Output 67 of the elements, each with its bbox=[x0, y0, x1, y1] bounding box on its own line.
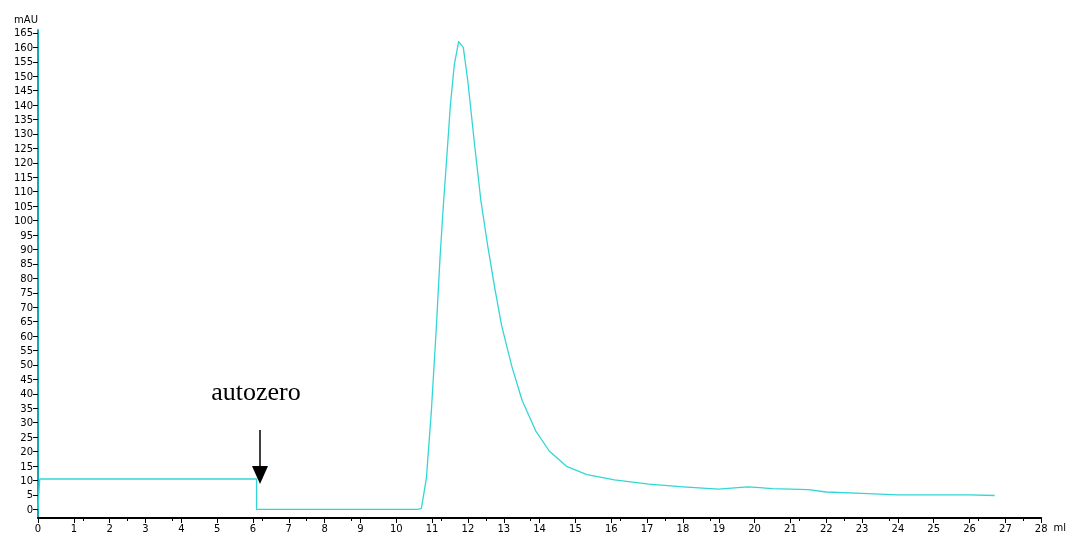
y-tick-label: 25 bbox=[20, 431, 33, 443]
y-tick-label: 60 bbox=[20, 330, 33, 342]
y-tick-label: 165 bbox=[13, 27, 33, 39]
x-tick-label: 5 bbox=[213, 522, 221, 534]
x-tick-label: 28 bbox=[1034, 522, 1048, 534]
y-tick-label: 75 bbox=[20, 287, 33, 299]
y-tick-label: 35 bbox=[20, 402, 33, 414]
y-tick-label: 50 bbox=[20, 359, 33, 371]
x-tick-label: 24 bbox=[891, 522, 905, 534]
x-tick-label: 2 bbox=[106, 522, 113, 534]
y-tick-label: 5 bbox=[26, 489, 33, 501]
y-tick-label: 160 bbox=[13, 41, 33, 53]
y-tick-label: 105 bbox=[13, 200, 33, 212]
y-tick-label: 70 bbox=[20, 301, 33, 313]
y-tick-label: 100 bbox=[13, 215, 33, 227]
y-tick-label: 125 bbox=[13, 142, 33, 154]
x-tick-label: 16 bbox=[604, 522, 618, 534]
line-series bbox=[37, 40, 996, 510]
x-tick-label: 18 bbox=[676, 522, 690, 534]
y-tick-label: 55 bbox=[20, 345, 33, 357]
x-tick-label: 10 bbox=[389, 522, 403, 534]
y-tick-label: 10 bbox=[20, 474, 33, 486]
y-tick-label: 90 bbox=[20, 243, 33, 255]
x-axis-title: ml bbox=[1053, 521, 1067, 533]
x-tick-label: 17 bbox=[640, 522, 654, 534]
x-tick-label: 23 bbox=[855, 522, 869, 534]
x-tick-label: 13 bbox=[497, 522, 511, 534]
y-tick-label: 0 bbox=[26, 503, 33, 515]
x-tick-label: 6 bbox=[249, 522, 257, 534]
y-axis-title: mAU bbox=[14, 13, 38, 25]
x-tick-label: 15 bbox=[569, 522, 582, 534]
y-tick-label: 80 bbox=[20, 272, 33, 284]
x-tick-label: 22 bbox=[819, 522, 833, 534]
x-tick-label: 26 bbox=[963, 522, 976, 534]
y-tick-label: 20 bbox=[20, 446, 33, 458]
y-tick-label: 15 bbox=[20, 460, 33, 472]
x-tick-label: 12 bbox=[461, 522, 475, 534]
x-tick-label: 20 bbox=[748, 522, 761, 534]
x-tick-label: 7 bbox=[285, 522, 292, 534]
x-tick-label: 0 bbox=[34, 522, 42, 534]
x-tick-label: 21 bbox=[784, 522, 797, 534]
y-tick-label: 30 bbox=[20, 417, 33, 429]
y-tick-label: 145 bbox=[13, 85, 33, 97]
y-tick-label: 85 bbox=[20, 258, 33, 270]
y-tick-label: 155 bbox=[13, 56, 33, 68]
y-tick-label: 65 bbox=[20, 316, 33, 328]
y-tick-label: 45 bbox=[20, 373, 33, 385]
x-tick-label: 8 bbox=[321, 522, 328, 534]
annotation: autozero bbox=[211, 377, 301, 407]
y-tick-label: 130 bbox=[13, 128, 33, 140]
x-tick-label: 14 bbox=[533, 522, 546, 534]
x-tick-label: 11 bbox=[425, 522, 439, 534]
y-tick-label: 120 bbox=[13, 157, 33, 169]
x-tick-label: 27 bbox=[999, 522, 1012, 534]
y-tick-label: 40 bbox=[20, 388, 33, 400]
y-tick-label: 110 bbox=[13, 186, 33, 198]
y-tick-label: 95 bbox=[20, 229, 33, 241]
y-tick-label: 135 bbox=[13, 114, 33, 126]
y-tick-label: 115 bbox=[13, 171, 33, 183]
x-tick-label: 9 bbox=[357, 522, 364, 534]
x-tick-label: 1 bbox=[70, 522, 78, 534]
x-tick-label: 4 bbox=[178, 522, 185, 534]
y-tick-label: 140 bbox=[13, 99, 33, 111]
x-tick-label: 25 bbox=[927, 522, 941, 534]
x-tick-label: 3 bbox=[142, 522, 149, 534]
x-tick-label: 19 bbox=[712, 522, 726, 534]
y-tick-label: 150 bbox=[13, 70, 33, 82]
